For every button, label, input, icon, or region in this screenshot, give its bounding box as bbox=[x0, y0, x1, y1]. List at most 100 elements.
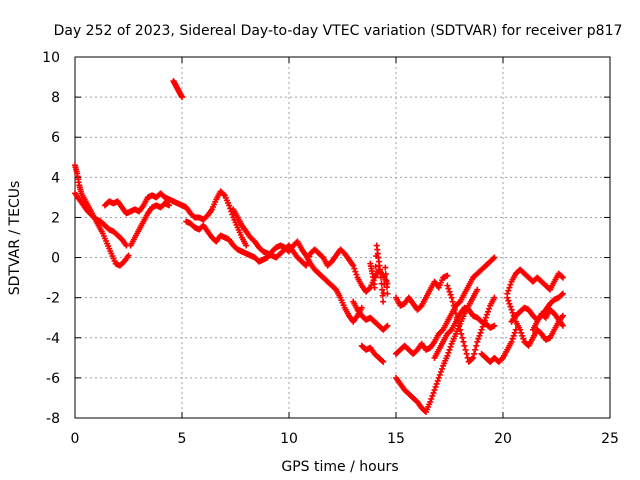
y-tick-label: -2 bbox=[46, 291, 60, 307]
data-point bbox=[379, 357, 386, 364]
data-point bbox=[436, 371, 443, 378]
axes-box bbox=[74, 56, 611, 419]
data-point bbox=[558, 291, 565, 298]
data-point bbox=[305, 256, 312, 263]
data-point bbox=[464, 354, 471, 361]
data-point bbox=[432, 383, 439, 390]
data-point bbox=[507, 281, 514, 288]
plot-frame bbox=[74, 56, 611, 419]
data-point bbox=[446, 346, 453, 353]
data-point bbox=[366, 285, 373, 292]
data-point bbox=[461, 342, 468, 349]
data-point bbox=[371, 284, 378, 291]
data-point bbox=[474, 338, 481, 345]
data-point bbox=[452, 310, 459, 317]
series-spikes bbox=[367, 242, 391, 305]
data-point bbox=[491, 294, 498, 301]
y-axis-label: SDTVAR / TECUs bbox=[7, 181, 23, 296]
y-tick-label: 8 bbox=[51, 90, 60, 106]
data-point bbox=[304, 259, 311, 266]
data-point bbox=[243, 242, 250, 249]
data-point bbox=[558, 273, 565, 280]
data-point bbox=[450, 302, 457, 309]
series-dip-13h bbox=[358, 342, 387, 365]
data-point bbox=[462, 346, 469, 353]
data-point bbox=[226, 202, 233, 209]
chart-title: Day 252 of 2023, Sidereal Day-to-day VTE… bbox=[54, 23, 623, 39]
series-late-f bbox=[478, 326, 519, 365]
x-tick-label: 25 bbox=[601, 431, 619, 447]
series-isolated-early bbox=[170, 78, 185, 101]
x-tick-label: 10 bbox=[280, 431, 298, 447]
data-point bbox=[437, 368, 444, 375]
y-tick-label: 10 bbox=[42, 50, 60, 66]
data-point bbox=[444, 352, 451, 359]
x-tick-label: 20 bbox=[494, 431, 512, 447]
x-tick-label: 5 bbox=[178, 431, 187, 447]
data-point bbox=[506, 284, 513, 291]
data-point bbox=[508, 306, 515, 313]
data-point bbox=[379, 286, 386, 293]
data-point bbox=[332, 285, 339, 292]
data-point bbox=[509, 335, 516, 342]
data-point bbox=[229, 211, 236, 218]
data-point bbox=[431, 386, 438, 393]
data-point bbox=[220, 191, 227, 198]
grid-lines bbox=[75, 57, 610, 418]
data-point bbox=[505, 287, 512, 294]
data-point bbox=[559, 290, 566, 297]
data-point bbox=[559, 274, 566, 281]
series-middle-band-b bbox=[230, 206, 391, 295]
data-point bbox=[383, 323, 390, 330]
data-point bbox=[463, 350, 470, 357]
data-point bbox=[490, 255, 497, 262]
y-tick-label: -4 bbox=[46, 331, 60, 347]
series-late-b bbox=[393, 254, 498, 357]
data-point bbox=[478, 326, 485, 333]
data-point bbox=[428, 395, 435, 402]
data-point bbox=[559, 312, 566, 319]
series-lower-band bbox=[350, 298, 391, 333]
data-point bbox=[125, 252, 132, 259]
data-points bbox=[72, 78, 566, 415]
data-point bbox=[476, 332, 483, 339]
data-point bbox=[351, 265, 358, 272]
series-late-j bbox=[529, 306, 566, 333]
series-upper-band-a bbox=[72, 190, 130, 249]
data-point bbox=[227, 205, 234, 212]
data-point bbox=[451, 306, 458, 313]
data-point bbox=[498, 355, 505, 362]
series-late-a bbox=[393, 272, 451, 313]
data-point bbox=[433, 380, 440, 387]
data-point bbox=[166, 202, 173, 209]
data-point bbox=[470, 354, 477, 361]
series-upper-band-c bbox=[127, 200, 173, 249]
data-point bbox=[479, 323, 486, 330]
data-point bbox=[378, 274, 385, 281]
series-middle-band bbox=[183, 218, 365, 325]
data-point bbox=[382, 271, 389, 278]
data-point bbox=[439, 327, 446, 334]
data-point bbox=[455, 318, 462, 325]
data-point bbox=[319, 253, 326, 260]
x-tick-labels: 0 5 10 15 20 25 bbox=[71, 431, 619, 447]
data-point bbox=[358, 304, 365, 311]
y-tick-label: -8 bbox=[46, 411, 60, 427]
data-point bbox=[446, 288, 453, 295]
data-point bbox=[445, 285, 452, 292]
y-tick-label: 0 bbox=[51, 251, 60, 267]
data-point bbox=[491, 322, 498, 329]
data-point bbox=[483, 311, 490, 318]
data-point bbox=[471, 350, 478, 357]
data-point bbox=[417, 303, 424, 310]
data-point bbox=[382, 264, 389, 271]
y-tick-labels: -8 -6 -4 -2 0 2 4 6 8 10 bbox=[42, 50, 60, 427]
data-point bbox=[507, 303, 514, 310]
series-late-e bbox=[444, 282, 498, 365]
data-point bbox=[380, 298, 387, 305]
series-late-i bbox=[508, 290, 566, 325]
data-point bbox=[509, 309, 516, 316]
data-point bbox=[429, 392, 436, 399]
y-tick-label: 6 bbox=[51, 130, 60, 146]
